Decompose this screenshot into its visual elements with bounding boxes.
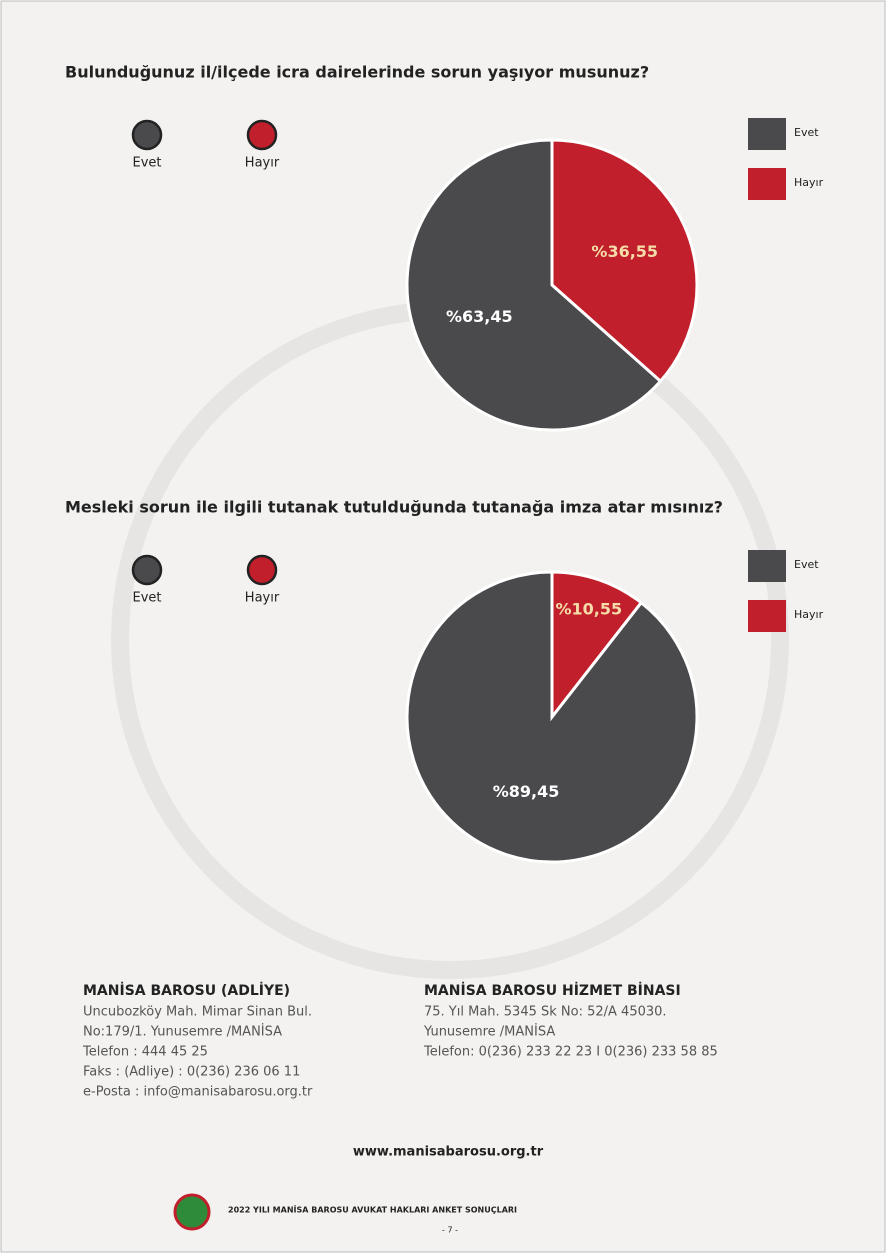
contact-heading: MANİSA BAROSU HİZMET BİNASI xyxy=(424,982,681,999)
legend-label: Evet xyxy=(132,156,161,171)
contact-heading: MANİSA BAROSU (ADLİYE) xyxy=(83,982,290,999)
legend-label: Hayır xyxy=(245,156,280,171)
legend-label: Hayır xyxy=(794,176,824,189)
legend-label: Evet xyxy=(794,558,819,571)
footer-title: 2022 YILI MANİSA BAROSU AVUKAT HAKLARI A… xyxy=(228,1205,517,1215)
contact-line: Uncubozköy Mah. Mimar Sinan Bul. xyxy=(83,1005,312,1020)
contact-line: No:179/1. Yunusemre /MANİSA xyxy=(83,1024,282,1040)
legend-label: Hayır xyxy=(245,591,280,606)
website: www.manisabarosu.org.tr xyxy=(353,1145,544,1160)
contact-line: Yunusemre /MANİSA xyxy=(423,1024,555,1040)
chart-title: Mesleki sorun ile ilgili tutanak tutuldu… xyxy=(65,498,723,517)
legend-label: Evet xyxy=(794,126,819,139)
pie-slice xyxy=(550,138,699,384)
legend-dot xyxy=(246,119,278,151)
legend-dot xyxy=(131,554,163,586)
chart-title: Bulunduğunuz il/ilçede icra dairelerinde… xyxy=(65,63,649,82)
slice-label: %10,55 xyxy=(555,600,622,619)
legend-label: Hayır xyxy=(794,608,824,621)
slice-label: %63,45 xyxy=(446,307,513,326)
page-number: - 7 - xyxy=(442,1226,458,1235)
legend-swatch xyxy=(748,600,786,632)
logo xyxy=(173,1193,211,1231)
pie-slice xyxy=(405,570,699,864)
legend-label: Evet xyxy=(132,591,161,606)
pie-slice xyxy=(405,138,663,432)
legend-swatch xyxy=(748,118,786,150)
pie-slice xyxy=(550,570,644,722)
contact-line: Telefon : 444 45 25 xyxy=(82,1045,208,1060)
legend-dot xyxy=(131,119,163,151)
slice-label: %36,55 xyxy=(591,242,658,261)
legend-swatch xyxy=(748,550,786,582)
legend-swatch xyxy=(748,168,786,200)
contact-line: Faks : (Adliye) : 0(236) 236 06 11 xyxy=(83,1065,300,1080)
legend-dot xyxy=(246,554,278,586)
slice-label: %89,45 xyxy=(493,782,560,801)
contact-line: 75. Yıl Mah. 5345 Sk No: 52/A 45030. xyxy=(424,1005,667,1020)
contact-line: Telefon: 0(236) 233 22 23 I 0(236) 233 5… xyxy=(423,1045,718,1060)
contact-line: e-Posta : info@manisabarosu.org.tr xyxy=(83,1085,313,1100)
